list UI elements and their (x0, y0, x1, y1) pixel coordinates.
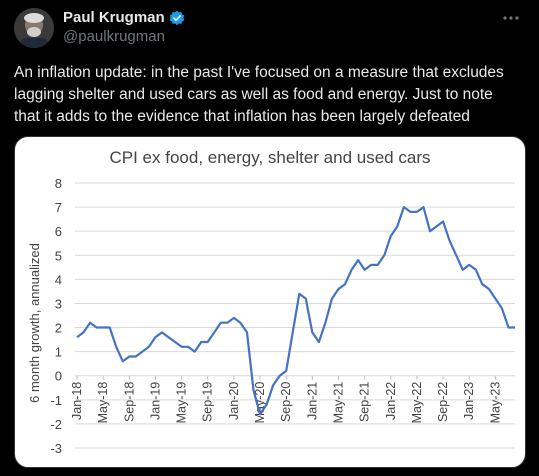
cpi-line-chart: CPI ex food, energy, shelter and used ca… (27, 148, 515, 456)
tweet-text: An inflation update: in the past I've fo… (14, 62, 529, 128)
chart-title: CPI ex food, energy, shelter and used ca… (110, 148, 431, 167)
cpi-series-line (76, 206, 515, 416)
x-tick-label: Jan-22 (384, 382, 398, 420)
x-tick-label: Sep-18 (122, 382, 136, 422)
y-tick-label: -1 (50, 393, 62, 408)
more-options-icon[interactable] (501, 10, 521, 26)
x-tick-label: Sep-22 (436, 382, 450, 422)
y-tick-label: 1 (55, 345, 62, 360)
avatar-portrait-icon (14, 8, 54, 48)
x-tick-label: May-18 (96, 382, 110, 424)
y-tick-label: -2 (50, 417, 62, 432)
x-tick-label: Sep-21 (358, 382, 372, 422)
y-tick-label: 4 (55, 272, 62, 287)
x-tick-label: Jan-20 (227, 382, 241, 420)
chart-gridlines (75, 182, 515, 449)
author-name-row: Paul Krugman (63, 9, 185, 26)
x-tick-label: Sep-20 (279, 382, 293, 422)
tweet-text-line: lagging shelter and used cars as well as… (14, 86, 493, 103)
x-tick-label: Jan-19 (148, 382, 162, 420)
y-tick-label: 2 (55, 321, 62, 336)
y-tick-label: 0 (55, 369, 62, 384)
y-tick-label: 8 (55, 176, 62, 191)
x-tick-label: Jan-23 (462, 382, 476, 420)
x-tick-label: May-23 (488, 382, 502, 424)
y-tick-label: -3 (50, 441, 62, 456)
chart-y-axis-label: 6 month growth, annualized (27, 243, 42, 403)
tweet-media-image[interactable]: CPI ex food, energy, shelter and used ca… (14, 136, 526, 468)
x-tick-label: May-21 (331, 382, 345, 424)
x-tick-label: Jan-18 (70, 382, 84, 420)
author-handle[interactable]: @paulkrugman (63, 28, 165, 45)
x-tick-label: May-19 (175, 382, 189, 424)
y-tick-label: 7 (55, 200, 62, 215)
avatar[interactable] (14, 8, 54, 48)
author-display-name[interactable]: Paul Krugman (63, 9, 165, 26)
y-tick-label: 5 (55, 248, 62, 263)
tweet-text-line: An inflation update: in the past I've fo… (14, 64, 504, 81)
tweet-text-line: that it adds to the evidence that inflat… (14, 108, 470, 125)
y-tick-label: 3 (55, 296, 62, 311)
verified-badge-icon (169, 10, 184, 25)
x-tick-label: May-20 (253, 382, 267, 424)
chart-y-tick-labels: 8 7 6 5 4 3 2 1 0 -1 -2 -3 (50, 176, 62, 456)
x-tick-label: Jan-21 (305, 382, 319, 420)
y-tick-label: 6 (55, 224, 62, 239)
chart-series (76, 206, 515, 416)
x-tick-label: Sep-19 (201, 382, 215, 422)
chart-x-tick-labels: Jan-18 May-18 Sep-18 Jan-19 May-19 Sep-19 Jan-… (70, 375, 502, 424)
x-tick-label: May-22 (410, 382, 424, 424)
